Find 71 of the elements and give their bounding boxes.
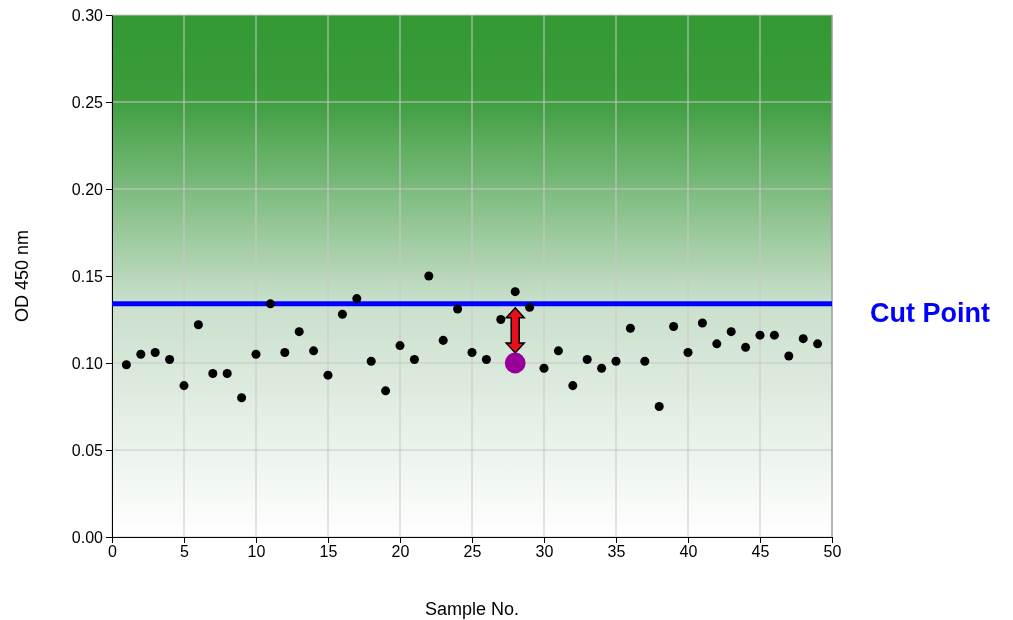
point <box>784 351 794 361</box>
point <box>654 401 664 412</box>
y-tick-label: 0.05 <box>71 441 104 459</box>
point <box>237 393 247 403</box>
point <box>712 339 722 349</box>
point <box>510 287 520 297</box>
x-axis-title: Sample No. <box>424 599 520 619</box>
point <box>611 356 621 366</box>
x-tick-label: 20 <box>391 543 410 561</box>
point <box>136 349 146 359</box>
point <box>165 355 175 365</box>
point <box>337 309 347 319</box>
x-tick-label: 30 <box>535 543 554 561</box>
y-tick-label: 0.30 <box>71 6 104 24</box>
y-tick-label: 0.15 <box>71 267 104 285</box>
x-tick-label: 50 <box>823 543 842 561</box>
point <box>726 327 736 337</box>
point <box>265 299 275 309</box>
x-tick-label: 0 <box>108 543 118 561</box>
point <box>150 348 160 358</box>
point <box>582 355 592 365</box>
point <box>251 349 261 359</box>
point <box>553 346 563 356</box>
point <box>323 370 333 380</box>
point <box>504 352 526 374</box>
y-tick-label: 0.00 <box>71 528 104 546</box>
point <box>453 304 463 314</box>
x-tick-label: 25 <box>463 543 482 561</box>
y-tick-label: 0.25 <box>71 93 104 111</box>
point <box>395 341 405 351</box>
ref-line-label: Cut Point <box>870 297 990 328</box>
x-tick-label: 40 <box>679 543 698 561</box>
point <box>697 318 707 328</box>
point <box>381 386 391 396</box>
point <box>179 381 189 391</box>
point <box>208 368 218 378</box>
point <box>366 356 376 366</box>
point <box>755 330 765 340</box>
x-tick-label: 45 <box>751 543 770 561</box>
point <box>409 355 419 365</box>
point <box>539 363 549 373</box>
point <box>121 360 131 370</box>
point <box>424 271 434 281</box>
point <box>683 348 693 358</box>
point <box>568 381 578 391</box>
point <box>481 355 491 365</box>
point <box>798 334 808 344</box>
point <box>640 356 650 366</box>
point <box>309 346 319 356</box>
y-tick-label: 0.20 <box>71 180 104 198</box>
point <box>193 320 203 330</box>
x-tick-label: 5 <box>180 543 190 561</box>
x-tick-label: 15 <box>319 543 338 561</box>
point <box>525 302 535 312</box>
point <box>625 323 635 333</box>
point <box>467 348 477 358</box>
y-tick-label: 0.10 <box>71 354 104 372</box>
x-tick-label: 10 <box>247 543 266 561</box>
point <box>813 339 823 349</box>
point <box>294 327 304 337</box>
point <box>597 363 607 373</box>
point <box>438 335 448 345</box>
point <box>280 348 290 358</box>
y-axis-title: OD 450 nm <box>12 229 32 323</box>
point <box>222 368 232 378</box>
point <box>352 294 362 304</box>
point <box>769 330 779 340</box>
x-tick-label: 35 <box>607 543 626 561</box>
point <box>496 314 506 325</box>
point <box>741 342 751 352</box>
point <box>669 321 679 331</box>
